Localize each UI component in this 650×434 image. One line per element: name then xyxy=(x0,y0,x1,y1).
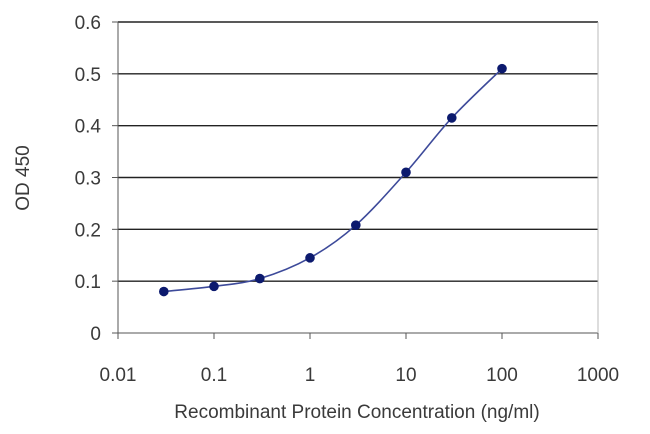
data-point xyxy=(305,253,315,263)
x-tick-labels: 0.01 0.1 1 10 100 1000 xyxy=(100,365,620,386)
axes xyxy=(112,21,599,339)
gridlines xyxy=(118,21,598,282)
y-tick-label: 0 xyxy=(90,324,101,345)
y-tick-label: 0.6 xyxy=(75,13,101,34)
y-tick-label: 0.3 xyxy=(75,169,101,190)
y-axis-label: OD 450 xyxy=(13,145,34,210)
x-tick-label: 10 xyxy=(395,365,416,386)
data-point xyxy=(159,286,169,297)
y-tick-label: 0.1 xyxy=(75,272,101,293)
data-point xyxy=(447,113,457,123)
data-point xyxy=(497,63,507,74)
x-tick-label: 1 xyxy=(305,365,316,386)
y-tick-labels: 0 0.1 0.2 0.3 0.4 0.5 0.6 xyxy=(75,13,102,345)
data-point xyxy=(255,273,265,284)
y-tick-label: 0.2 xyxy=(75,220,101,241)
series-layer xyxy=(159,63,507,297)
x-tick-label: 0.1 xyxy=(201,365,227,386)
series-line xyxy=(163,68,503,293)
x-tick-label: 1000 xyxy=(577,365,619,386)
x-tick-label: 0.01 xyxy=(100,365,137,386)
x-axis-label: Recombinant Protein Concentration (ng/ml… xyxy=(174,402,539,423)
y-tick-label: 0.4 xyxy=(75,117,102,138)
data-point xyxy=(209,281,219,292)
data-point xyxy=(351,220,361,230)
x-tick-label: 100 xyxy=(486,365,518,386)
y-tick-label: 0.5 xyxy=(75,65,101,86)
data-point xyxy=(401,167,411,178)
